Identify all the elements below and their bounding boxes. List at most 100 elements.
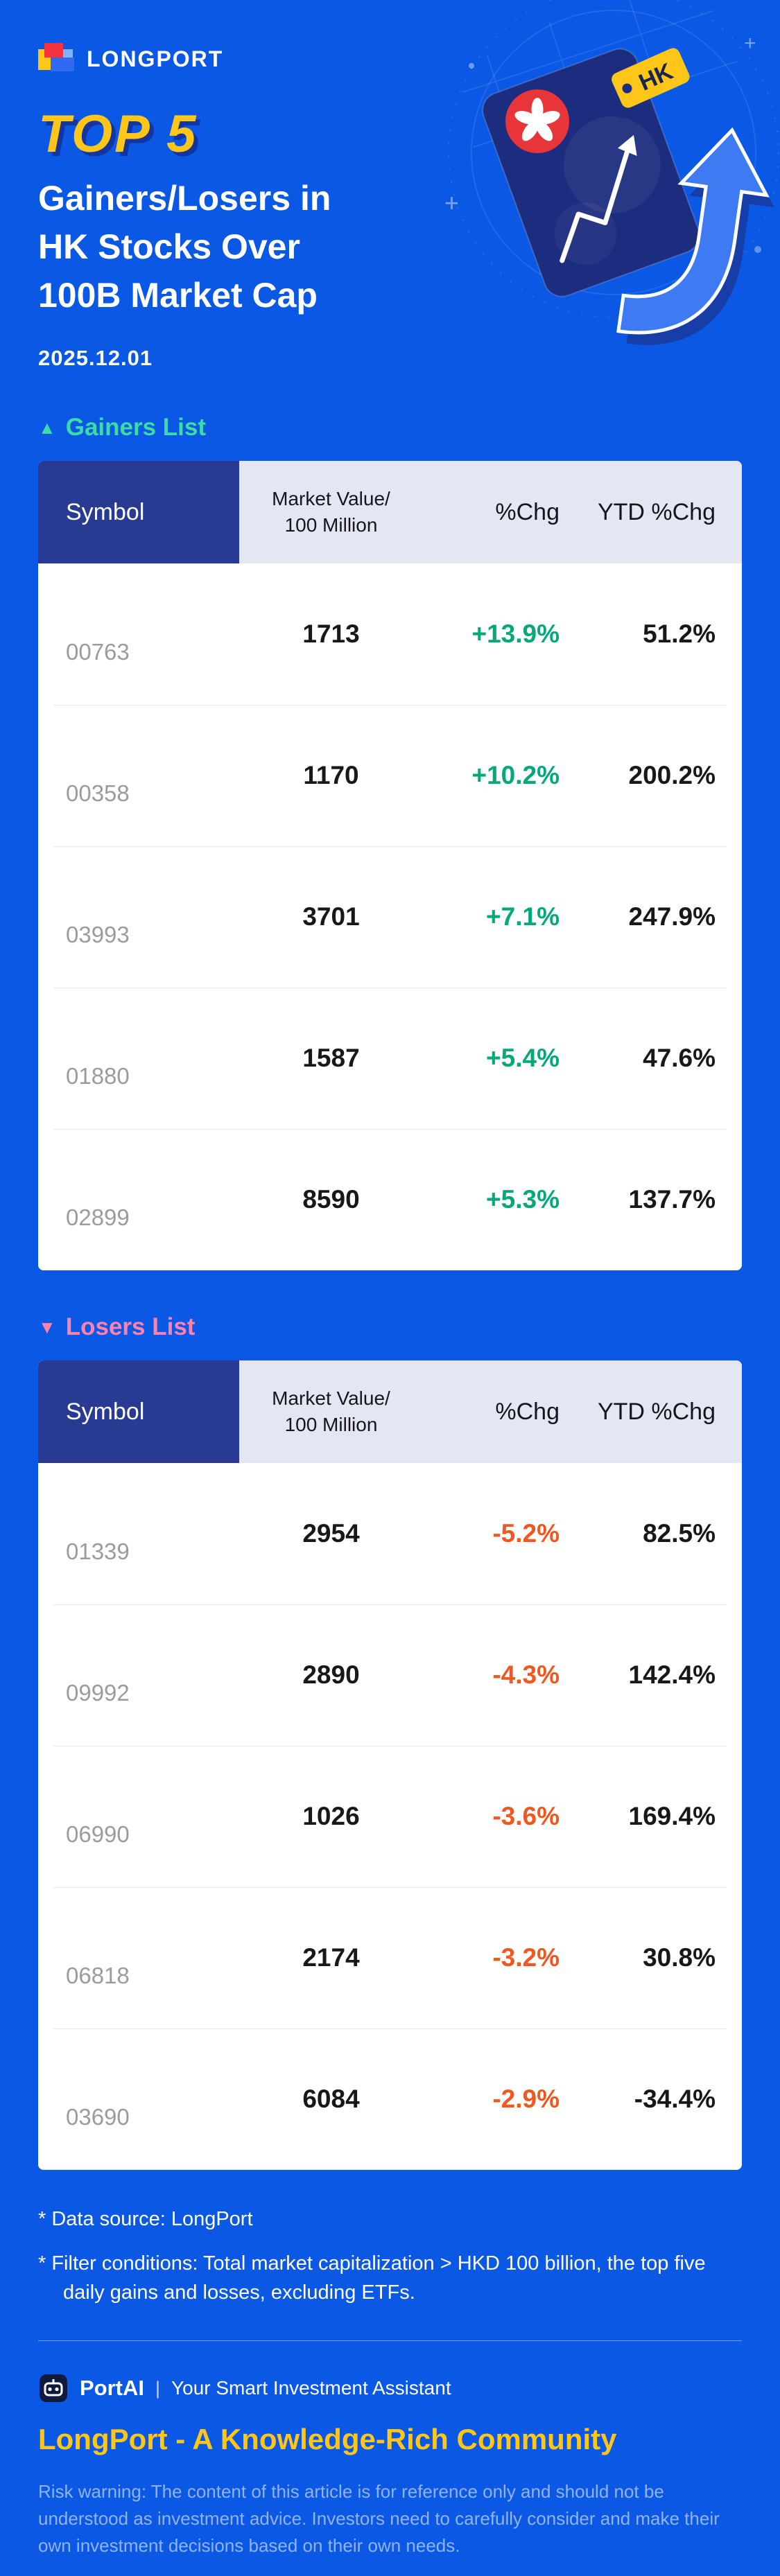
market-value-header-line2: 100 Million: [284, 514, 378, 536]
market-value-cell: 1713: [302, 620, 360, 648]
ytd-cell: 137.7%: [628, 1185, 716, 1213]
symbol-cell: 06818: [66, 1963, 130, 1988]
portai-robot-icon: [40, 2374, 67, 2403]
ytd-cell: 169.4%: [628, 1802, 716, 1830]
losers-section-label: ▼ Losers List: [38, 1313, 742, 1341]
market-value-header-line1: Market Value/: [272, 1387, 390, 1410]
risk-warning: Risk warning: The content of this articl…: [38, 2481, 720, 2557]
table-row: 01339 2954 -5.2% 82.5%: [38, 1463, 742, 1604]
table-row: 02899 8590 +5.3% 137.7%: [38, 1129, 742, 1270]
column-header-ytd: YTD %Chg: [597, 498, 716, 525]
symbol-cell: 01339: [66, 1539, 130, 1564]
footer-divider: [38, 2340, 742, 2342]
table-row: 00358 1170 +10.2% 200.2%: [38, 705, 742, 846]
plus-decoration: +: [744, 32, 756, 55]
up-triangle-icon: ▲: [38, 417, 56, 438]
market-value-header-line2: 100 Million: [284, 1414, 378, 1435]
portai-separator: |: [155, 2377, 161, 2399]
header-illustration: + + HK: [444, 0, 779, 345]
table-row: 01880 1587 +5.4% 47.6%: [38, 988, 742, 1129]
title-line-1: Gainers/Losers in: [38, 179, 331, 218]
symbol-cell: 00358: [66, 780, 130, 806]
market-value-cell: 1587: [302, 1044, 360, 1072]
table-row: 06818 2174 -3.2% 30.8%: [38, 1887, 742, 2029]
market-value-cell: 3701: [302, 902, 360, 931]
ytd-cell: 82.5%: [643, 1519, 716, 1548]
ytd-cell: 247.9%: [628, 902, 716, 931]
hk-tag: HK: [612, 48, 690, 108]
gainers-section-label: ▲ Gainers List: [38, 414, 742, 441]
symbol-cell: 00763: [66, 639, 130, 665]
table-row: 09992 2890 -4.3% 142.4%: [38, 1604, 742, 1746]
market-value-cell: 2954: [302, 1519, 360, 1548]
market-value-cell: 6084: [302, 2085, 360, 2113]
down-triangle-icon: ▼: [38, 1317, 56, 1338]
ytd-cell: 51.2%: [643, 620, 716, 648]
chg-cell: +10.2%: [471, 761, 560, 789]
symbol-cell: 03993: [66, 922, 130, 947]
ytd-cell: 200.2%: [628, 761, 716, 789]
chg-cell: +7.1%: [486, 902, 560, 931]
footnote-data-source: * Data source: LongPort: [38, 2208, 253, 2230]
chg-cell: -2.9%: [492, 2085, 560, 2113]
column-header-ytd: YTD %Chg: [597, 1398, 716, 1425]
chg-cell: -3.2%: [492, 1943, 560, 1972]
trend-arrowhead-icon: [618, 134, 637, 157]
symbol-cell: 02899: [66, 1204, 130, 1230]
footnote-filter-conditions: * Filter conditions: Total market capita…: [38, 2252, 706, 2304]
market-value-cell: 1170: [303, 761, 359, 789]
losers-table: Symbol Market Value/ 100 Million %Chg YT…: [38, 1360, 742, 2170]
column-header-chg: %Chg: [495, 1398, 560, 1425]
ytd-cell: 142.4%: [628, 1661, 716, 1689]
longport-logo-icon: [38, 43, 74, 75]
column-header-symbol: Symbol: [38, 1360, 239, 1463]
chg-cell: +13.9%: [471, 620, 560, 648]
portai-row: PortAI | Your Smart Investment Assistant: [38, 2373, 742, 2403]
gainers-table: Symbol Market Value/ 100 Million %Chg YT…: [38, 461, 742, 1270]
chg-cell: -4.3%: [492, 1661, 560, 1689]
market-value-cell: 8590: [302, 1185, 360, 1213]
column-header-market-value: Market Value/ 100 Million: [239, 1360, 423, 1463]
table-row: 03993 3701 +7.1% 247.9%: [38, 846, 742, 988]
chg-cell: +5.4%: [486, 1044, 560, 1072]
losers-label-text: Losers List: [65, 1313, 196, 1340]
dot-decoration: [469, 63, 474, 69]
table-row: 03690 6084 -2.9% -34.4%: [38, 2029, 742, 2170]
page-title: Gainers/Losers in HK Stocks Over 100B Ma…: [38, 174, 742, 319]
symbol-cell: 01880: [66, 1063, 130, 1089]
plus-decoration: +: [444, 189, 459, 217]
dot-decoration: [754, 246, 761, 253]
chg-cell: +5.3%: [486, 1185, 560, 1213]
symbol-cell: 06990: [66, 1821, 130, 1847]
table-row: 00763 1713 +13.9% 51.2%: [38, 563, 742, 705]
title-line-2: HK Stocks Over: [38, 227, 300, 266]
community-slogan: LongPort - A Knowledge-Rich Community: [38, 2423, 617, 2456]
market-value-cell: 2890: [302, 1661, 360, 1689]
rising-arrow-icon: [616, 127, 774, 345]
market-value-header-line1: Market Value/: [272, 488, 390, 510]
brand-logo: LONGPORT: [38, 0, 742, 75]
gainers-label-text: Gainers List: [65, 414, 207, 441]
symbol-cell: 03690: [66, 2104, 130, 2130]
report-date: 2025.12.01: [38, 346, 153, 370]
market-value-cell: 2174: [302, 1943, 360, 1972]
table-row: 06990 1026 -3.6% 169.4%: [38, 1746, 742, 1887]
gainers-table-header: Symbol Market Value/ 100 Million %Chg YT…: [38, 461, 742, 563]
portai-name: PortAI: [80, 2376, 144, 2401]
title-line-3: 100B Market Cap: [38, 276, 318, 315]
ytd-cell: 30.8%: [643, 1943, 716, 1972]
market-value-cell: 1026: [302, 1802, 360, 1830]
ytd-cell: 47.6%: [643, 1044, 716, 1072]
chg-cell: -3.6%: [492, 1802, 560, 1830]
losers-table-header: Symbol Market Value/ 100 Million %Chg YT…: [38, 1360, 742, 1463]
column-header-chg: %Chg: [495, 498, 560, 525]
chg-cell: -5.2%: [492, 1519, 560, 1548]
top5-badge: TOP 5: [38, 105, 198, 164]
hong-kong-flag-icon: [505, 89, 569, 153]
symbol-cell: 09992: [66, 1680, 130, 1706]
column-header-symbol: Symbol: [38, 461, 239, 563]
trend-line-icon: [560, 148, 630, 263]
column-header-market-value: Market Value/ 100 Million: [239, 461, 423, 563]
brand-name: LONGPORT: [87, 46, 224, 71]
